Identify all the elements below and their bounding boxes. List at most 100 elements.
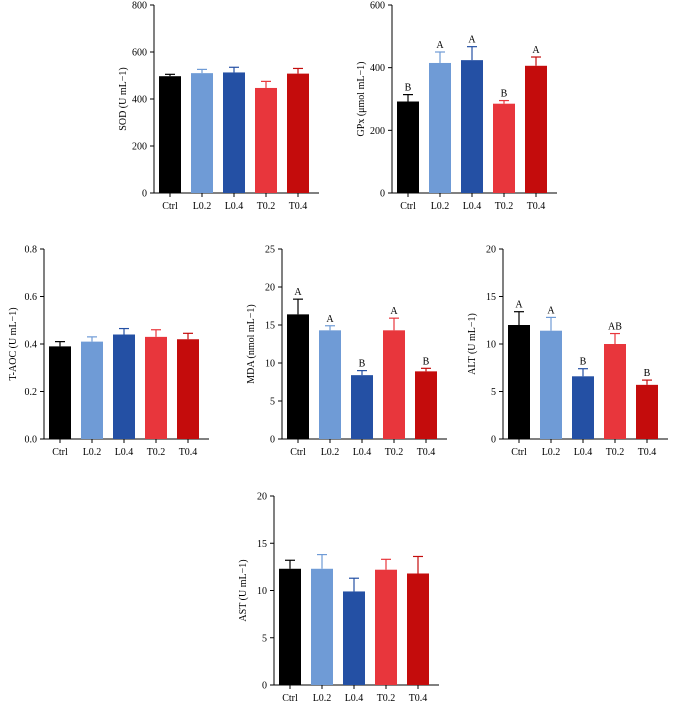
y-tick-label: 0 — [270, 435, 275, 446]
x-tick-label: T0.2 — [147, 447, 166, 458]
y-tick-label: 10 — [265, 359, 275, 370]
significance-label: A — [532, 45, 540, 56]
y-tick-label: 200 — [370, 126, 385, 137]
bar-ctrl — [397, 101, 419, 193]
significance-label: A — [468, 35, 476, 46]
y-tick-label: 20 — [265, 283, 275, 294]
y-tick-label: 400 — [132, 95, 147, 106]
bar-l04 — [572, 376, 594, 439]
chart-panel-2: 0.0 0.2 0.4 0.6 0.8 T-AOC (U mL−1) Ctrl L0.2 L0.… — [8, 245, 209, 458]
y-tick-label: 600 — [370, 1, 385, 12]
x-tick-label: L0.2 — [321, 447, 340, 458]
y-tick-label: 0.0 — [25, 435, 38, 446]
significance-label: A — [515, 300, 523, 311]
bar-l02 — [81, 341, 103, 439]
x-tick-label: T0.2 — [377, 693, 396, 702]
chart-panel-0: 0 200 400 600 800 SOD (U mL−1) Ctrl L0.2 L0.4 T0.… — [118, 1, 319, 212]
y-tick-label: 800 — [132, 1, 147, 12]
y-axis-label: ALT (U mL−1) — [467, 313, 478, 375]
x-tick-label: Ctrl — [400, 201, 416, 212]
bar-l02 — [311, 568, 333, 685]
x-tick-label: Ctrl — [511, 447, 527, 458]
x-tick-label: T0.4 — [179, 447, 198, 458]
bar-ctrl — [508, 325, 530, 439]
y-tick-label: 0.8 — [25, 245, 38, 256]
chart-panel-5: 0 5 10 15 20 AST (U mL−1) Ctrl L0.2 L0.4 T0.2 T0.4 — [238, 492, 439, 702]
bar-t02 — [383, 330, 405, 439]
bar-t04 — [415, 371, 437, 439]
y-tick-label: 0 — [262, 681, 267, 692]
significance-label: A — [436, 40, 444, 51]
x-tick-label: L0.2 — [83, 447, 102, 458]
bar-l04 — [461, 60, 483, 193]
y-tick-label: 10 — [257, 586, 267, 597]
y-tick-label: 0 — [142, 189, 147, 200]
y-axis-label: T-AOC (U mL−1) — [8, 307, 19, 380]
y-tick-label: 15 — [265, 321, 275, 332]
x-tick-label: Ctrl — [52, 447, 68, 458]
x-tick-label: T0.2 — [495, 201, 514, 212]
y-tick-label: 20 — [486, 245, 496, 256]
bar-t04 — [407, 573, 429, 685]
y-tick-label: 600 — [132, 48, 147, 59]
y-tick-label: 15 — [257, 539, 267, 550]
bar-ctrl — [279, 568, 301, 685]
y-axis-label: SOD (U mL−1) — [118, 67, 129, 130]
x-tick-label: T0.2 — [606, 447, 625, 458]
x-tick-label: T0.2 — [385, 447, 404, 458]
bar-l04 — [343, 591, 365, 685]
bar-t02 — [604, 344, 626, 439]
x-tick-label: Ctrl — [290, 447, 306, 458]
y-tick-label: 0 — [380, 189, 385, 200]
x-tick-label: L0.2 — [313, 693, 332, 702]
y-tick-label: 5 — [491, 387, 496, 398]
y-tick-label: 0.4 — [25, 340, 38, 351]
significance-label: B — [405, 83, 412, 94]
x-tick-label: Ctrl — [282, 693, 298, 702]
bar-t04 — [287, 73, 309, 193]
bar-l04 — [113, 334, 135, 439]
bar-t04 — [177, 339, 199, 439]
significance-label: A — [547, 305, 555, 316]
y-tick-label: 5 — [270, 397, 275, 408]
bar-t02 — [493, 103, 515, 193]
x-tick-label: L0.2 — [542, 447, 561, 458]
x-tick-label: L0.4 — [345, 693, 364, 702]
significance-label: A — [390, 306, 398, 317]
y-axis-label: GPx (μmol mL−1) — [356, 62, 367, 137]
x-tick-label: L0.4 — [574, 447, 593, 458]
x-tick-label: L0.4 — [463, 201, 482, 212]
x-tick-label: T0.4 — [289, 201, 308, 212]
bar-l02 — [319, 330, 341, 439]
bar-l02 — [540, 330, 562, 439]
y-tick-label: 20 — [257, 492, 267, 503]
x-tick-label: L0.4 — [225, 201, 244, 212]
chart-panel-3: 0 5 10 15 20 25 MDA (nmol mL−1) Ctrl A L0.2 A L0.4 B… — [246, 245, 447, 458]
x-tick-label: Ctrl — [162, 201, 178, 212]
y-tick-label: 5 — [262, 633, 267, 644]
bar-t04 — [525, 65, 547, 193]
significance-label: B — [359, 359, 366, 370]
significance-label: B — [644, 368, 651, 379]
chart-panel-4: 0 5 10 15 20 ALT (U mL−1) Ctrl A L0.2 A L0.4 B T0.2 A… — [467, 245, 668, 458]
y-tick-label: 25 — [265, 245, 275, 256]
x-tick-label: L0.2 — [431, 201, 450, 212]
bar-l02 — [429, 62, 451, 193]
y-tick-label: 400 — [370, 63, 385, 74]
bar-l04 — [223, 72, 245, 193]
bar-t02 — [375, 569, 397, 685]
y-tick-label: 0 — [491, 435, 496, 446]
y-tick-label: 0.2 — [25, 387, 38, 398]
bar-ctrl — [159, 76, 181, 193]
significance-label: B — [580, 357, 587, 368]
x-tick-label: T0.2 — [257, 201, 276, 212]
significance-label: B — [423, 356, 430, 367]
x-tick-label: T0.4 — [409, 693, 428, 702]
bar-l04 — [351, 375, 373, 439]
bar-t02 — [145, 336, 167, 439]
x-tick-label: L0.4 — [353, 447, 372, 458]
y-tick-label: 0.6 — [25, 292, 38, 303]
x-tick-label: L0.2 — [193, 201, 212, 212]
x-tick-label: L0.4 — [115, 447, 134, 458]
